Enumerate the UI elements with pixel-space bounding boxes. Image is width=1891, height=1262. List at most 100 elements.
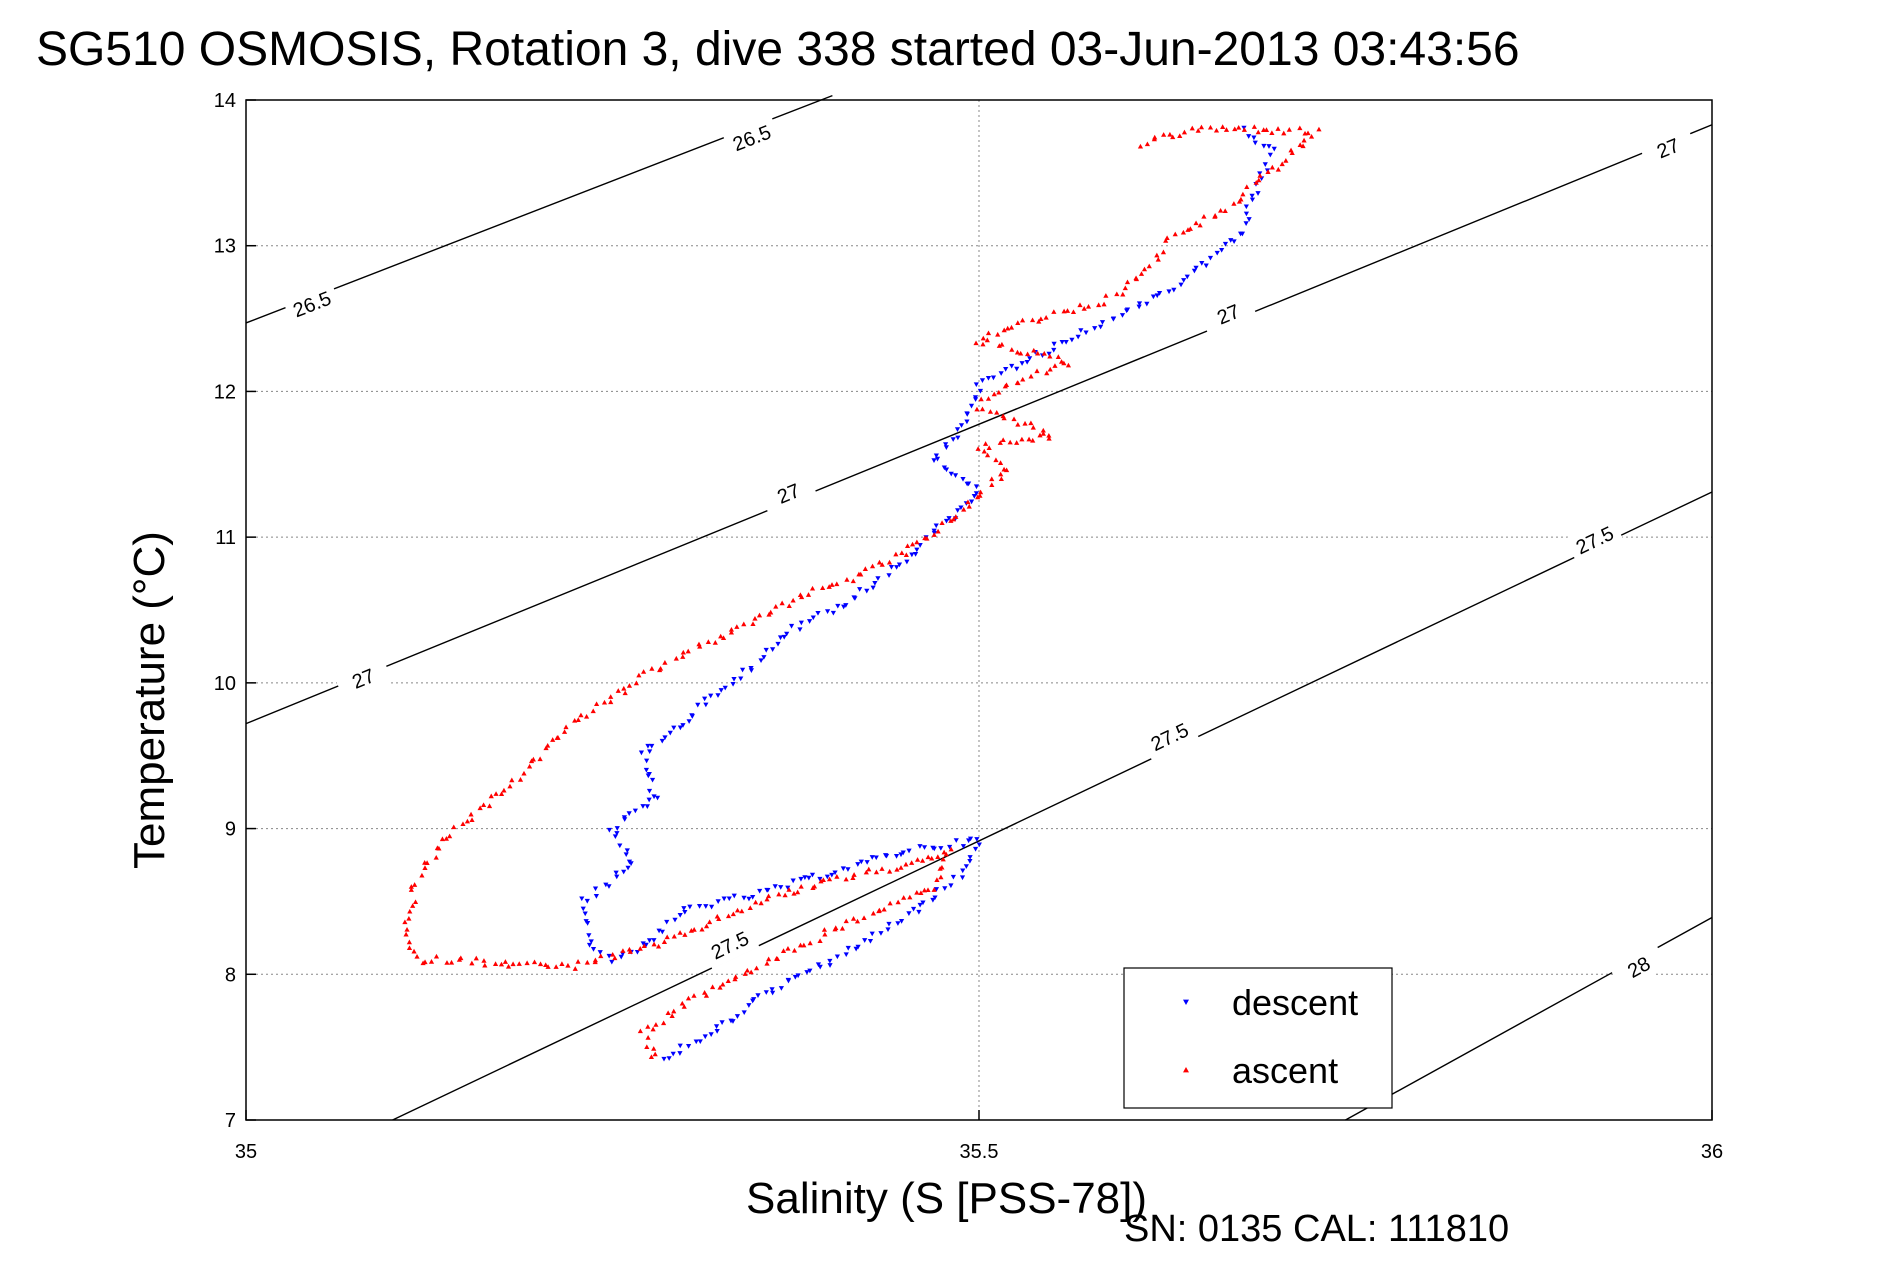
ascent-point: [985, 396, 992, 401]
descent-point: [827, 963, 833, 968]
ascent-point: [1212, 213, 1218, 218]
ascent-point: [1051, 309, 1057, 314]
ascent-point: [610, 951, 616, 957]
descent-point: [827, 958, 833, 964]
descent-point: [785, 977, 791, 983]
ascent-point: [974, 406, 980, 412]
descent-point: [809, 872, 816, 878]
ascent-point: [984, 337, 990, 343]
descent-point: [702, 696, 708, 702]
descent-point: [625, 865, 631, 871]
ascent-point: [1015, 421, 1021, 427]
descent-point: [777, 635, 784, 641]
descent-point: [894, 565, 900, 570]
ascent-point: [428, 959, 435, 964]
ascent-point: [1201, 213, 1207, 219]
ascent-point: [899, 550, 905, 556]
descent-point: [917, 902, 923, 908]
ascent-point: [1207, 124, 1214, 130]
ascent-point: [583, 713, 590, 719]
ascent-point: [939, 520, 945, 526]
descent-point: [835, 603, 841, 609]
ascent-point: [894, 867, 900, 872]
ascent-point: [545, 964, 551, 969]
ascent-point: [1041, 350, 1047, 356]
ascent-point: [879, 866, 885, 871]
descent-point: [916, 909, 922, 915]
ascent-point: [1133, 276, 1140, 282]
descent-point: [703, 702, 709, 708]
descent-point: [1249, 197, 1256, 203]
ascent-point: [940, 856, 946, 862]
ascent-point: [1022, 420, 1028, 426]
descent-point: [974, 837, 980, 842]
ascent-point: [862, 566, 868, 571]
descent-point: [1136, 301, 1143, 307]
ascent-point: [820, 585, 826, 591]
ascent-point: [626, 683, 633, 688]
descent-point: [671, 725, 677, 731]
descent-point: [943, 445, 949, 450]
descent-point: [741, 895, 747, 901]
descent-point: [875, 576, 881, 581]
descent-point: [696, 904, 703, 909]
ascent-point: [758, 900, 764, 906]
y-tick-label: 10: [214, 673, 236, 695]
descent-point: [769, 987, 775, 992]
descent-point: [843, 603, 849, 608]
descent-point: [597, 950, 603, 955]
descent-point: [795, 973, 801, 979]
ascent-point: [1275, 126, 1281, 131]
descent-point: [1171, 287, 1177, 293]
ascent-point: [488, 793, 494, 799]
descent-point: [798, 876, 804, 882]
ascent-point: [876, 908, 882, 914]
descent-point: [1063, 339, 1069, 345]
ascent-point: [1019, 436, 1025, 442]
ascent-point: [983, 441, 989, 446]
ascent-point: [615, 688, 621, 693]
ascent-point: [843, 876, 849, 882]
ascent-point: [1217, 207, 1224, 213]
series-ascent: [402, 124, 1322, 1060]
ascent-point: [966, 503, 972, 509]
ascent-point: [575, 717, 581, 722]
descent-point: [966, 481, 972, 487]
ascent-point: [1255, 129, 1261, 135]
legend-box: [1123, 967, 1393, 1109]
ascent-point: [1026, 436, 1032, 442]
descent-point: [886, 573, 892, 578]
ascent-point: [1197, 222, 1203, 228]
descent-point: [873, 855, 879, 861]
ascent-point: [935, 854, 941, 859]
ascent-point: [931, 887, 937, 892]
ascent-point: [795, 889, 801, 895]
descent-point: [1024, 359, 1030, 365]
ascent-point: [1025, 351, 1031, 357]
ascent-point: [521, 770, 527, 776]
descent-point: [798, 620, 804, 626]
ascent-point: [621, 685, 627, 691]
ascent-point: [728, 626, 735, 632]
ascent-point: [1297, 142, 1303, 148]
descent-point: [649, 743, 655, 749]
descent-point: [931, 458, 937, 463]
ascent-point: [809, 585, 816, 591]
ascent-point: [637, 1028, 643, 1034]
descent-point: [1214, 250, 1220, 256]
ascent-point: [543, 962, 549, 968]
ascent-point: [555, 735, 561, 740]
descent-point: [806, 619, 813, 624]
ascent-point: [780, 948, 787, 953]
ascent-point: [975, 446, 981, 451]
ascent-point: [826, 584, 832, 589]
ascent-point: [834, 874, 840, 879]
descent-point: [613, 870, 619, 876]
ascent-point: [1160, 249, 1167, 255]
ascent-point: [645, 1035, 651, 1040]
descent-point: [739, 667, 746, 673]
descent-point: [832, 870, 838, 876]
descent-point: [942, 886, 948, 891]
descent-point: [888, 564, 895, 570]
ascent-point: [1281, 130, 1287, 136]
